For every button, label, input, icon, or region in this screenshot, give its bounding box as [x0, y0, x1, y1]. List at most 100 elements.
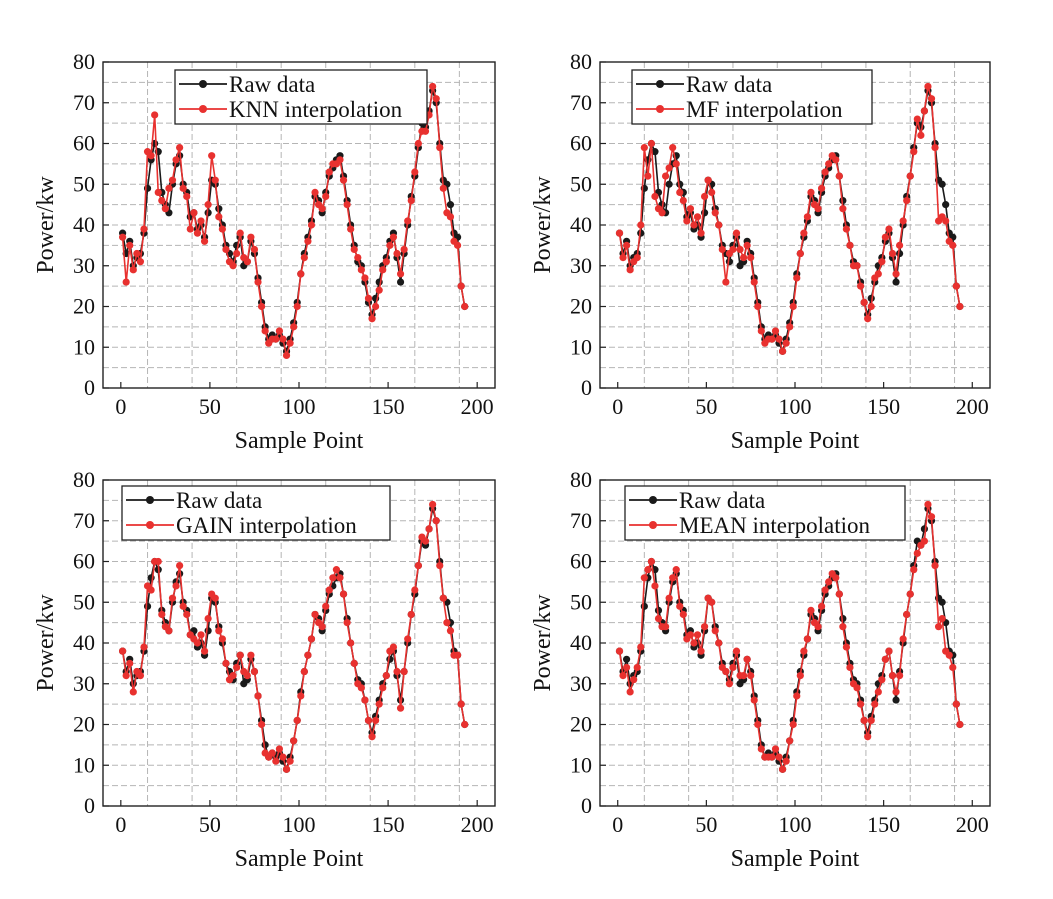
series-line	[121, 507, 466, 771]
data-point	[839, 205, 847, 213]
data-point	[204, 614, 212, 623]
series-line	[618, 503, 961, 771]
data-point	[368, 733, 376, 741]
data-point	[261, 327, 269, 335]
data-point	[729, 245, 737, 254]
data-point	[322, 602, 330, 610]
data-point	[300, 667, 308, 676]
y-tick-label: 0	[581, 793, 592, 818]
data-point	[793, 692, 801, 700]
data-point	[126, 241, 134, 249]
data-point	[129, 688, 137, 696]
data-point	[860, 298, 868, 307]
chart-panel-4: 0 10 20 30 40 50 60 70 80 0 50 100 150 200 Sample Poin…	[530, 467, 991, 872]
data-point	[382, 672, 390, 680]
chart-panel-1: 0 10 20 30 40 50 60 70 80 0 50 100 150 200 Sample Poin…	[33, 49, 496, 454]
data-point	[615, 229, 624, 237]
data-point	[158, 610, 166, 619]
data-point	[411, 168, 419, 176]
y-tick-label: 0	[84, 375, 95, 400]
x-tick-label: 150	[867, 812, 900, 837]
legend-marker	[656, 105, 664, 113]
y-tick-label: 50	[570, 171, 592, 196]
data-point	[892, 696, 900, 704]
x-tick-label: 50	[695, 394, 717, 419]
data-point	[739, 672, 748, 680]
data-point	[750, 696, 758, 704]
series-raw	[119, 86, 469, 355]
data-point	[697, 647, 705, 655]
data-point	[400, 667, 408, 676]
data-point	[414, 139, 422, 148]
data-point	[243, 258, 251, 266]
data-point	[179, 602, 187, 610]
data-point	[747, 254, 755, 262]
data-point	[672, 566, 680, 574]
y-tick-label: 50	[73, 589, 95, 614]
data-point	[339, 176, 348, 184]
y-axis-label: Power/kw	[530, 594, 556, 692]
data-point	[920, 537, 929, 545]
legend-label: MF interpolation	[686, 97, 843, 122]
data-point	[814, 205, 822, 213]
data-point	[669, 574, 677, 582]
data-point	[257, 302, 266, 311]
data-point	[867, 302, 875, 311]
series-line	[618, 89, 961, 353]
data-point	[832, 574, 840, 582]
series-line	[618, 507, 961, 771]
data-point	[878, 676, 886, 684]
data-point	[775, 753, 783, 761]
data-point	[715, 639, 723, 647]
x-tick-label: 150	[867, 394, 900, 419]
data-point	[630, 676, 638, 684]
data-point	[421, 127, 430, 135]
data-point	[275, 745, 283, 753]
y-tick-label: 80	[73, 49, 95, 74]
data-point	[286, 339, 294, 347]
data-point	[906, 590, 914, 598]
data-point	[389, 643, 398, 651]
x-tick-label: 100	[779, 812, 812, 837]
data-point	[892, 688, 900, 696]
data-point	[906, 172, 914, 180]
data-point	[757, 327, 765, 335]
data-point	[860, 716, 868, 725]
data-point	[183, 610, 191, 619]
data-point	[803, 635, 812, 643]
data-point	[361, 696, 369, 704]
data-point	[272, 757, 280, 765]
y-tick-label: 30	[73, 253, 95, 278]
legend-marker	[146, 521, 154, 529]
data-point	[186, 225, 194, 233]
data-point	[711, 209, 719, 217]
x-tick-label: 50	[695, 812, 717, 837]
data-point	[952, 282, 960, 290]
data-point	[336, 574, 344, 582]
data-point	[368, 315, 376, 323]
data-point	[151, 111, 159, 119]
legend-label: KNN interpolation	[229, 97, 403, 122]
data-point	[903, 610, 911, 619]
data-point	[215, 213, 223, 221]
y-tick-label: 20	[73, 712, 95, 737]
data-point	[835, 172, 843, 180]
data-point	[864, 315, 872, 323]
data-point	[197, 217, 205, 225]
y-tick-label: 10	[570, 334, 592, 359]
data-point	[411, 586, 419, 594]
data-point	[825, 160, 833, 168]
legend-box	[174, 69, 428, 125]
data-point	[311, 610, 319, 619]
legend-label: Raw data	[176, 488, 262, 513]
data-point	[393, 249, 401, 258]
x-axis-label: Sample Point	[731, 428, 860, 454]
data-point	[443, 619, 451, 627]
data-point	[119, 233, 127, 241]
data-point	[899, 217, 907, 225]
series-raw	[119, 504, 469, 773]
data-point	[461, 720, 469, 729]
data-point	[743, 241, 751, 249]
